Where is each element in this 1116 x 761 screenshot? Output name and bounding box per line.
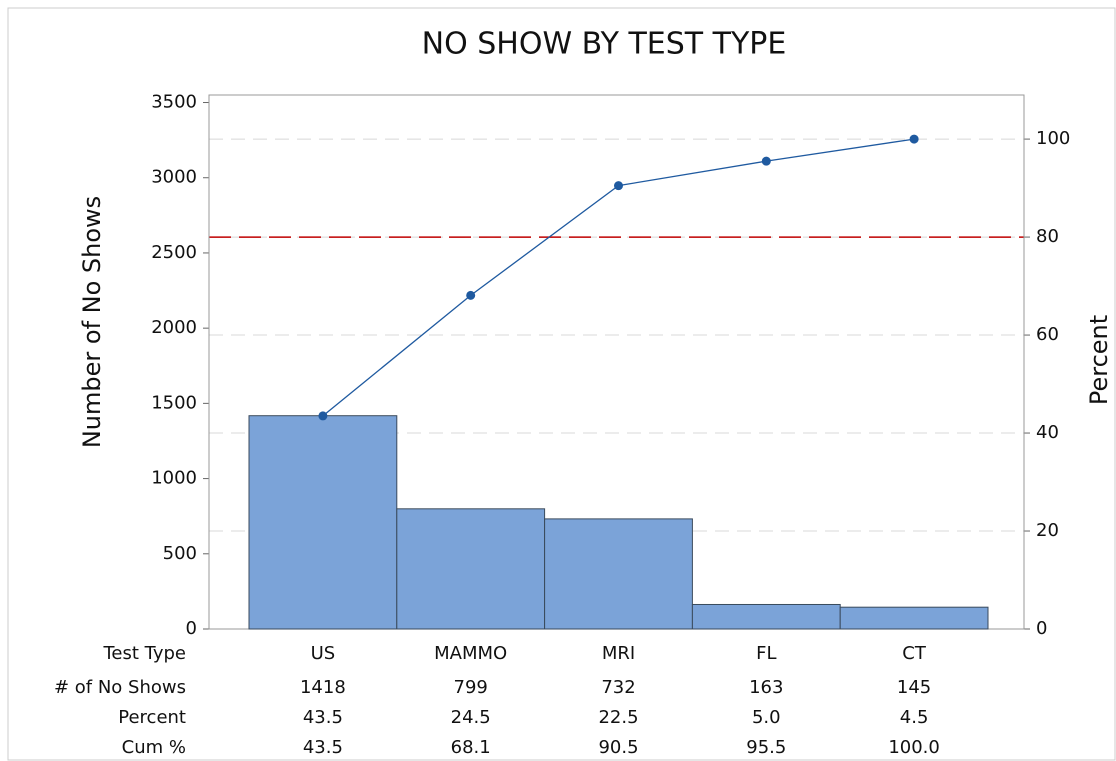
y2-tick-label: 60 [1036, 324, 1059, 345]
table-cell: 1418 [300, 677, 346, 698]
y2-axis-label: Percent [1085, 315, 1113, 405]
y-axis-label: Number of No Shows [78, 196, 106, 448]
y2-tick-label: 40 [1036, 422, 1059, 443]
table-cell: 799 [454, 677, 488, 698]
cum-point [614, 181, 623, 191]
row-label: # of No Shows [54, 677, 186, 698]
cum-point [318, 411, 328, 421]
cum-point [761, 156, 771, 166]
table-cell: 95.5 [746, 737, 786, 758]
table-cell: 163 [749, 677, 783, 698]
x-tick-label: CT [902, 643, 927, 664]
table-cell: 43.5 [303, 707, 343, 728]
table-cell: 5.0 [752, 707, 781, 728]
frame [7, 7, 1116, 761]
y2-tick-label: 0 [1036, 618, 1047, 639]
x-tick-label: FL [756, 643, 776, 664]
y-tick-label: 2500 [151, 242, 197, 263]
chart-title: NO SHOW BY TEST TYPE [422, 27, 787, 62]
y-tick-label: 1500 [151, 392, 197, 413]
cum-point [909, 134, 919, 144]
table-cell: 90.5 [598, 737, 638, 758]
cum-point [466, 290, 476, 300]
cum-line [322, 138, 915, 417]
y2-tick-label: 20 [1036, 520, 1059, 541]
table-cell: 22.5 [598, 707, 638, 728]
table-cell: 145 [897, 677, 931, 698]
row-label: Cum % [122, 737, 186, 758]
bar [544, 518, 693, 630]
y2-tick-label: 100 [1036, 128, 1070, 149]
table-cell: 43.5 [303, 737, 343, 758]
bar [248, 415, 398, 630]
x-axis-label: Test Type [102, 643, 186, 664]
table-cell: 68.1 [451, 737, 491, 758]
y-tick-label: 3000 [151, 167, 197, 188]
y-tick-label: 1000 [151, 468, 197, 489]
x-tick-label: MAMMO [434, 643, 507, 664]
row-label: Percent [118, 707, 186, 728]
x-tick-label: US [311, 643, 336, 664]
y-tick-label: 0 [186, 618, 197, 639]
y-tick-label: 2000 [151, 317, 197, 338]
table-cell: 24.5 [451, 707, 491, 728]
table-cell: 4.5 [900, 707, 929, 728]
y2-tick-label: 80 [1036, 226, 1059, 247]
y-tick-label: 3500 [151, 92, 197, 113]
bar [691, 603, 841, 630]
table-cell: 100.0 [888, 737, 940, 758]
bar [839, 606, 989, 630]
table-cell: 732 [601, 677, 635, 698]
bar [396, 508, 546, 630]
x-tick-label: MRI [602, 643, 635, 664]
y-tick-label: 500 [163, 543, 197, 564]
